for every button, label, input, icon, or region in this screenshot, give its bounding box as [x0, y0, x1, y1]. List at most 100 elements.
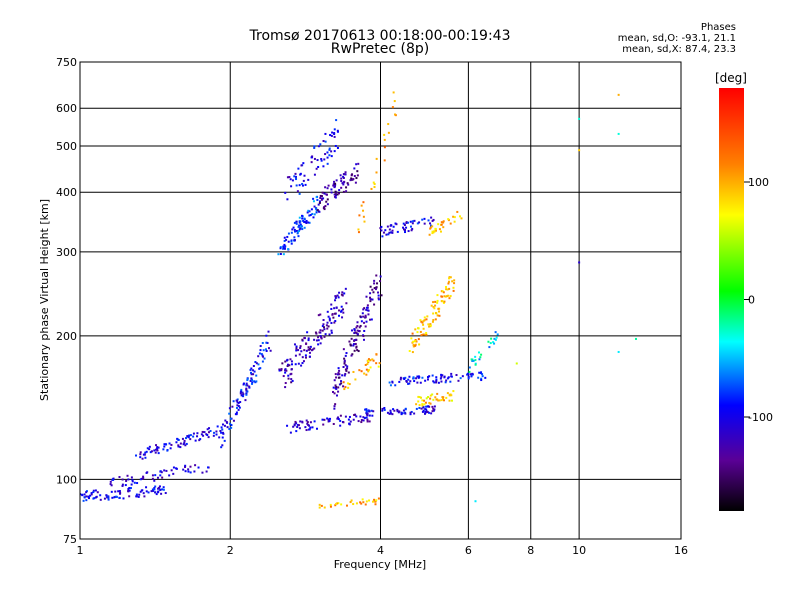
data-point: [367, 309, 370, 312]
data-point: [315, 207, 318, 210]
data-point: [335, 179, 338, 182]
data-point: [459, 377, 462, 380]
data-point: [302, 219, 305, 222]
data-point: [295, 349, 298, 352]
data-point: [355, 415, 358, 418]
data-point: [369, 318, 372, 321]
data-point: [448, 297, 451, 300]
y-axis-label: Stationary phase Virtual Height [km]: [38, 199, 51, 401]
data-point: [282, 375, 285, 378]
data-point: [291, 179, 294, 182]
data-point: [187, 436, 190, 439]
data-point: [296, 232, 299, 235]
data-point: [354, 378, 357, 381]
data-point: [298, 184, 301, 187]
data-point: [118, 490, 121, 493]
data-point: [115, 495, 118, 498]
data-point: [252, 369, 255, 372]
data-point: [311, 212, 314, 215]
data-point: [329, 505, 332, 508]
data-point: [215, 430, 218, 433]
data-point: [181, 437, 184, 440]
data-point: [364, 503, 367, 506]
data-point: [336, 130, 339, 133]
data-point: [434, 311, 437, 314]
data-point: [245, 393, 248, 396]
data-point: [339, 414, 342, 417]
data-point: [294, 175, 297, 178]
data-point: [407, 230, 410, 233]
data-point: [170, 443, 173, 446]
data-point: [433, 307, 436, 310]
data-point: [336, 146, 339, 149]
data-point: [300, 225, 303, 228]
data-point: [340, 310, 343, 313]
data-point: [356, 170, 359, 173]
data-point: [349, 344, 352, 347]
data-point: [345, 186, 348, 189]
data-point: [154, 474, 157, 477]
data-point: [383, 408, 386, 411]
data-point: [328, 154, 331, 157]
data-point: [283, 239, 286, 242]
data-point: [336, 129, 339, 132]
data-point: [361, 498, 364, 501]
data-point: [297, 225, 300, 228]
data-point: [334, 194, 337, 197]
data-point: [383, 159, 386, 162]
data-point: [286, 365, 289, 368]
data-point: [390, 224, 393, 227]
data-point: [283, 247, 286, 250]
data-point: [304, 183, 307, 186]
data-point: [321, 325, 324, 328]
data-point: [131, 479, 134, 482]
data-point: [356, 333, 359, 336]
data-point: [470, 358, 473, 361]
data-point: [389, 409, 392, 412]
data-point: [336, 417, 339, 420]
data-point: [432, 301, 435, 304]
data-point: [304, 354, 307, 357]
data-point: [328, 148, 331, 151]
data-point: [442, 291, 445, 294]
data-point: [362, 209, 365, 212]
data-point: [283, 236, 286, 239]
data-point: [360, 320, 363, 323]
data-point: [419, 330, 422, 333]
data-point: [335, 385, 338, 388]
data-point: [334, 296, 337, 299]
data-point: [152, 489, 155, 492]
data-point: [515, 362, 518, 365]
data-point: [416, 375, 419, 378]
data-point: [159, 470, 162, 473]
data-point: [135, 495, 138, 498]
data-point: [496, 333, 499, 336]
data-point: [355, 163, 358, 166]
data-point: [300, 364, 303, 367]
data-point: [292, 425, 295, 428]
data-point: [286, 424, 289, 427]
data-point: [314, 331, 317, 334]
data-point: [235, 411, 238, 414]
data-point: [223, 424, 226, 427]
data-point: [337, 376, 340, 379]
data-point: [422, 333, 425, 336]
data-point: [377, 298, 380, 301]
data-point: [300, 164, 303, 167]
data-point: [365, 320, 368, 323]
data-point: [418, 221, 421, 224]
data-point: [295, 422, 298, 425]
data-point: [292, 226, 295, 229]
data-point: [331, 390, 334, 393]
data-point: [317, 336, 320, 339]
data-point: [255, 380, 258, 383]
data-point: [87, 496, 90, 499]
data-point: [342, 381, 345, 384]
data-point: [417, 395, 420, 398]
x-tick-label: 4: [377, 544, 384, 557]
data-point: [323, 192, 326, 195]
data-point: [249, 368, 252, 371]
data-point: [309, 345, 312, 348]
data-point: [349, 343, 352, 346]
data-point: [344, 364, 347, 367]
